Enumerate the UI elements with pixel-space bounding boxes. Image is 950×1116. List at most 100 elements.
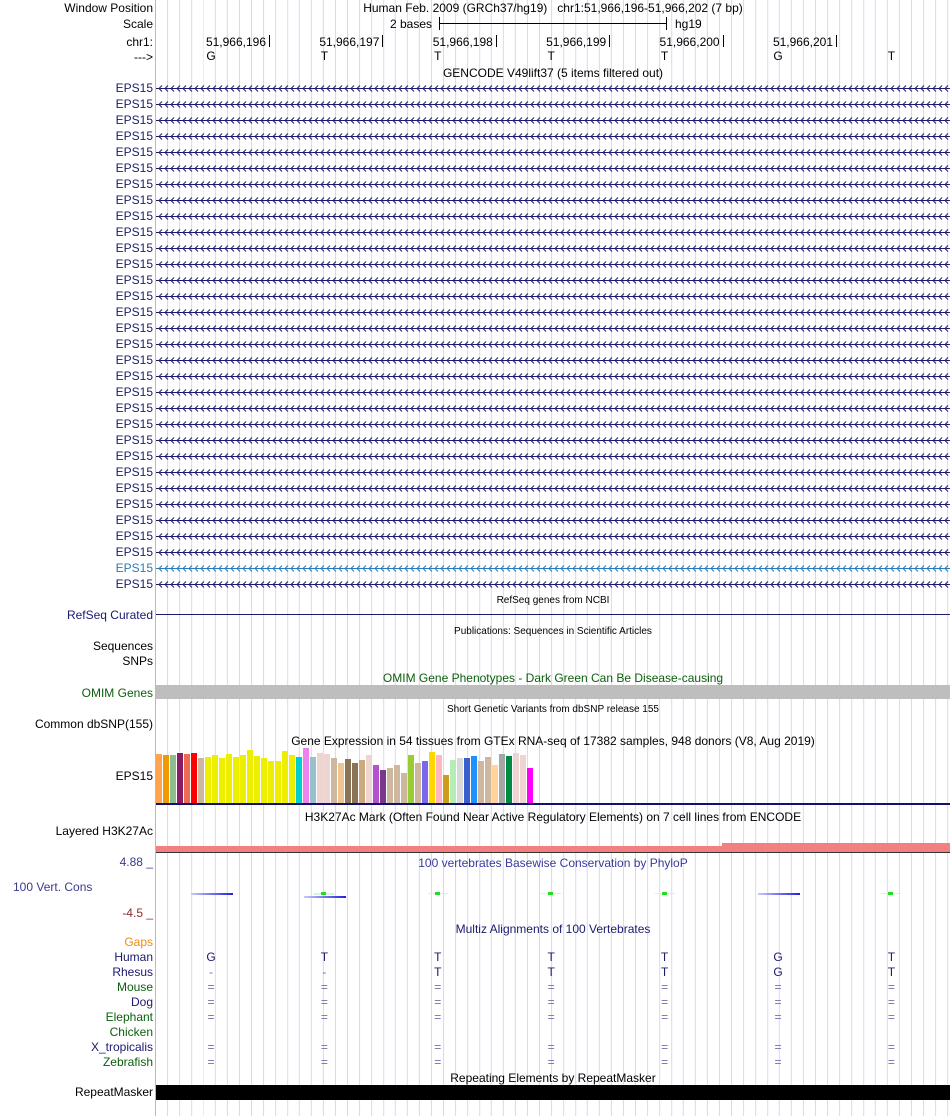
- gencode-gene-label[interactable]: EPS15: [115, 545, 153, 559]
- gtex-tissue-bar[interactable]: [506, 756, 512, 803]
- gtex-tissue-bar[interactable]: [177, 753, 183, 803]
- species-label-rhesus[interactable]: Rhesus: [112, 965, 153, 979]
- gtex-tissue-bar[interactable]: [464, 758, 470, 803]
- species-label-dog[interactable]: Dog: [130, 995, 153, 1009]
- gencode-gene-label[interactable]: EPS15: [115, 449, 153, 463]
- gencode-transcript[interactable]: [156, 212, 950, 221]
- refseq-track-label[interactable]: RefSeq Curated: [66, 608, 153, 622]
- gencode-transcript[interactable]: [156, 580, 950, 589]
- gtex-tissue-bar[interactable]: [324, 754, 330, 803]
- gtex-tissue-bar[interactable]: [513, 753, 519, 803]
- gtex-tissue-bar[interactable]: [303, 748, 309, 803]
- gtex-tissue-bar[interactable]: [492, 765, 498, 803]
- gencode-gene-label[interactable]: EPS15: [115, 337, 153, 351]
- gencode-gene-label[interactable]: EPS15: [115, 513, 153, 527]
- gencode-gene-label[interactable]: EPS15: [115, 353, 153, 367]
- phylop-track-label[interactable]: 100 Vert. Cons: [13, 880, 93, 894]
- gencode-transcript[interactable]: [156, 324, 950, 333]
- gencode-transcript[interactable]: [156, 404, 950, 413]
- gtex-tissue-bar[interactable]: [282, 751, 288, 803]
- gencode-gene-label[interactable]: EPS15: [115, 193, 153, 207]
- gencode-gene-label[interactable]: EPS15: [115, 161, 153, 175]
- gtex-tissue-bar[interactable]: [373, 765, 379, 803]
- gencode-gene-label[interactable]: EPS15: [115, 97, 153, 111]
- gencode-gene-label[interactable]: EPS15: [115, 321, 153, 335]
- gencode-gene-label[interactable]: EPS15: [115, 289, 153, 303]
- gencode-gene-label[interactable]: EPS15: [115, 209, 153, 223]
- gencode-gene-label[interactable]: EPS15: [115, 497, 153, 511]
- gencode-transcript[interactable]: [156, 180, 950, 189]
- gtex-tissue-bar[interactable]: [275, 761, 281, 803]
- gtex-tissue-bar[interactable]: [366, 755, 372, 803]
- dbsnp-track-label[interactable]: Common dbSNP(155): [34, 717, 153, 731]
- gencode-transcript[interactable]: [156, 388, 950, 397]
- multiz-gaps-label[interactable]: Gaps: [124, 935, 153, 949]
- gtex-tissue-bar[interactable]: [212, 755, 218, 803]
- gencode-transcript[interactable]: [156, 276, 950, 285]
- gencode-transcript[interactable]: [156, 420, 950, 429]
- gencode-transcript[interactable]: [156, 116, 950, 125]
- gencode-transcript[interactable]: [156, 516, 950, 525]
- gencode-transcript[interactable]: [156, 500, 950, 509]
- gencode-gene-label[interactable]: EPS15: [115, 305, 153, 319]
- gencode-gene-label[interactable]: EPS15: [115, 401, 153, 415]
- species-label-chicken[interactable]: Chicken: [109, 1025, 153, 1039]
- gtex-tissue-bar[interactable]: [359, 760, 365, 803]
- gtex-tissue-bar[interactable]: [520, 755, 526, 803]
- gtex-tissue-bar[interactable]: [254, 756, 260, 803]
- gencode-gene-label[interactable]: EPS15: [115, 385, 153, 399]
- gtex-tissue-bar[interactable]: [191, 753, 197, 803]
- gtex-tissue-bar[interactable]: [240, 755, 246, 803]
- gencode-gene-label[interactable]: EPS15: [115, 129, 153, 143]
- gencode-gene-label[interactable]: EPS15: [115, 369, 153, 383]
- species-label-x_tropicalis[interactable]: X_tropicalis: [90, 1040, 153, 1054]
- gencode-gene-label[interactable]: EPS15: [115, 225, 153, 239]
- gtex-tissue-bar[interactable]: [338, 763, 344, 803]
- h3k27ac-track-label[interactable]: Layered H3K27Ac: [55, 824, 153, 838]
- gencode-gene-label[interactable]: EPS15: [115, 529, 153, 543]
- gencode-gene-label[interactable]: EPS15: [115, 257, 153, 271]
- gtex-tissue-bar[interactable]: [478, 761, 484, 803]
- gencode-transcript[interactable]: [156, 196, 950, 205]
- gtex-tissue-bar[interactable]: [380, 770, 386, 803]
- gencode-transcript[interactable]: [156, 372, 950, 381]
- gtex-tissue-bar[interactable]: [184, 754, 190, 803]
- gtex-tissue-bar[interactable]: [219, 758, 225, 803]
- gencode-gene-label[interactable]: EPS15: [115, 577, 153, 591]
- gencode-gene-label[interactable]: EPS15: [115, 273, 153, 287]
- gtex-tissue-bar[interactable]: [233, 757, 239, 803]
- gtex-tissue-bar[interactable]: [331, 758, 337, 803]
- gtex-tissue-bar[interactable]: [163, 755, 169, 803]
- gtex-tissue-bar[interactable]: [450, 760, 456, 803]
- gtex-tissue-bar[interactable]: [317, 753, 323, 803]
- gencode-transcript[interactable]: [156, 228, 950, 237]
- gencode-transcript[interactable]: [156, 164, 950, 173]
- gtex-tissue-bar[interactable]: [408, 755, 414, 803]
- gtex-tissue-bar[interactable]: [205, 757, 211, 803]
- gtex-tissue-bar[interactable]: [345, 759, 351, 803]
- gtex-tissue-bar[interactable]: [170, 755, 176, 803]
- gencode-transcript[interactable]: [156, 340, 950, 349]
- gencode-transcript[interactable]: [156, 84, 950, 93]
- repeatmasker-element[interactable]: [156, 1085, 950, 1100]
- gtex-tissue-bar[interactable]: [247, 750, 253, 803]
- gencode-transcript[interactable]: [156, 148, 950, 157]
- species-label-mouse[interactable]: Mouse: [116, 980, 153, 994]
- gencode-gene-label[interactable]: EPS15: [115, 465, 153, 479]
- gencode-gene-label[interactable]: EPS15: [115, 241, 153, 255]
- gencode-gene-label[interactable]: EPS15: [115, 177, 153, 191]
- gtex-tissue-bar[interactable]: [394, 765, 400, 803]
- gtex-tissue-bar[interactable]: [268, 761, 274, 803]
- gencode-transcript[interactable]: [156, 468, 950, 477]
- gtex-tissue-bar[interactable]: [499, 754, 505, 803]
- refseq-gene-line[interactable]: [156, 614, 950, 615]
- h3k27ac-signal[interactable]: [722, 843, 950, 852]
- omim-track-label[interactable]: OMIM Genes: [81, 686, 153, 700]
- species-label-zebrafish[interactable]: Zebrafish: [102, 1055, 153, 1069]
- gencode-transcript[interactable]: [156, 548, 950, 557]
- gtex-tissue-bar[interactable]: [261, 758, 267, 803]
- gtex-tissue-bar[interactable]: [156, 754, 162, 803]
- species-label-human[interactable]: Human: [114, 950, 153, 964]
- gtex-tissue-bar[interactable]: [527, 768, 533, 803]
